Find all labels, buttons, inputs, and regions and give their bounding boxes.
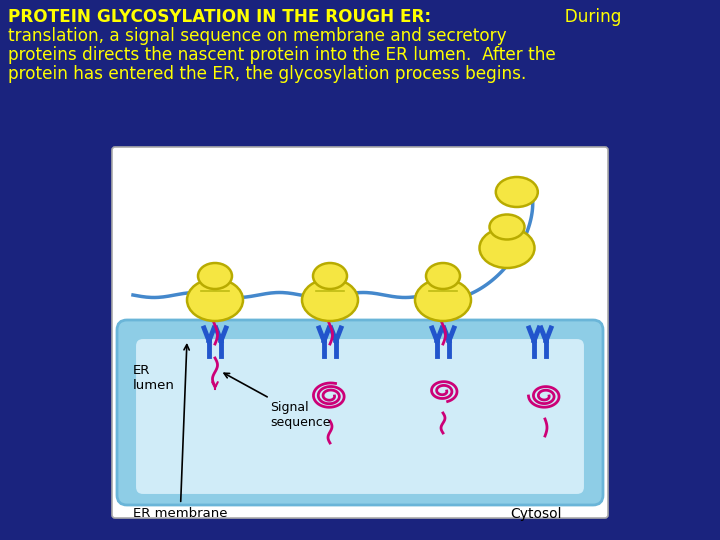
Text: ER
lumen: ER lumen <box>133 364 175 392</box>
FancyBboxPatch shape <box>117 320 603 505</box>
Text: proteins directs the nascent protein into the ER lumen.  After the: proteins directs the nascent protein int… <box>8 46 556 64</box>
Ellipse shape <box>426 263 460 289</box>
Ellipse shape <box>490 214 524 240</box>
Text: translation, a signal sequence on membrane and secretory: translation, a signal sequence on membra… <box>8 27 507 45</box>
Ellipse shape <box>302 279 358 321</box>
Text: ER membrane: ER membrane <box>133 345 228 520</box>
Text: Cytosol: Cytosol <box>510 507 562 521</box>
Ellipse shape <box>415 279 471 321</box>
FancyBboxPatch shape <box>135 338 585 495</box>
Text: During: During <box>554 8 621 26</box>
Ellipse shape <box>187 279 243 321</box>
FancyBboxPatch shape <box>112 147 608 518</box>
Ellipse shape <box>198 263 232 289</box>
Ellipse shape <box>480 228 534 268</box>
Ellipse shape <box>496 177 538 207</box>
Text: protein has entered the ER, the glycosylation process begins.: protein has entered the ER, the glycosyl… <box>8 65 526 83</box>
Text: Signal
sequence: Signal sequence <box>224 373 330 429</box>
Ellipse shape <box>313 263 347 289</box>
Text: PROTEIN GLYCOSYLATION IN THE ROUGH ER:: PROTEIN GLYCOSYLATION IN THE ROUGH ER: <box>8 8 431 26</box>
